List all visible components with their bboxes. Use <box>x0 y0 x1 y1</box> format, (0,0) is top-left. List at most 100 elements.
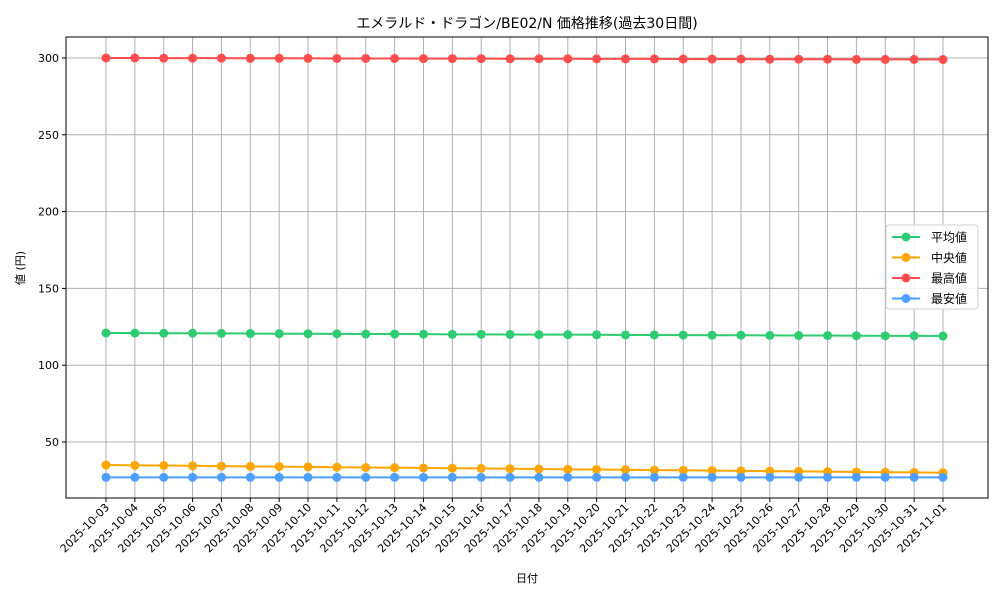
data-point <box>563 464 573 474</box>
data-point <box>274 329 284 339</box>
legend-item: 最高値 <box>892 271 967 286</box>
data-point <box>447 329 457 339</box>
data-point <box>592 54 602 64</box>
data-point <box>245 461 255 471</box>
data-point <box>794 331 804 341</box>
data-point <box>851 331 861 341</box>
data-point <box>938 472 948 482</box>
y-axis-label: 値 (円) <box>14 251 27 285</box>
data-point <box>303 53 313 63</box>
data-point <box>159 53 169 63</box>
legend-label: 最安値 <box>931 291 967 306</box>
data-point <box>418 463 428 473</box>
data-point <box>274 462 284 472</box>
data-point <box>418 472 428 482</box>
data-point <box>447 54 457 64</box>
data-point <box>130 460 140 470</box>
data-point <box>303 462 313 472</box>
data-point <box>188 472 198 482</box>
data-point <box>216 461 226 471</box>
legend-label: 平均値 <box>931 230 967 245</box>
data-point <box>678 330 688 340</box>
data-point <box>880 54 890 64</box>
data-point <box>332 329 342 339</box>
data-point <box>736 472 746 482</box>
y-axis-ticks: 50 100 150 200 250 300 <box>38 52 66 449</box>
data-point <box>101 328 111 338</box>
series-line <box>101 53 948 65</box>
data-point <box>216 328 226 338</box>
data-point <box>851 472 861 482</box>
data-point <box>361 462 371 472</box>
y-tick-label: 250 <box>38 129 59 142</box>
data-point <box>851 54 861 64</box>
legend-label: 最高値 <box>931 271 967 286</box>
data-point <box>505 54 515 64</box>
data-point <box>216 53 226 63</box>
data-point <box>765 330 775 340</box>
data-point <box>678 54 688 64</box>
data-point <box>245 329 255 339</box>
data-point <box>245 472 255 482</box>
data-point <box>563 54 573 64</box>
data-point <box>621 330 631 340</box>
data-point <box>621 54 631 64</box>
series-layer <box>101 53 948 482</box>
data-point <box>101 472 111 482</box>
data-point <box>649 465 659 475</box>
data-point <box>678 472 688 482</box>
data-point <box>418 54 428 64</box>
data-point <box>303 472 313 482</box>
legend-item: 最安値 <box>892 291 967 306</box>
data-point <box>476 54 486 64</box>
data-point <box>707 330 717 340</box>
data-point <box>101 460 111 470</box>
data-point <box>649 472 659 482</box>
data-point <box>736 466 746 476</box>
data-point <box>765 54 775 64</box>
y-tick-label: 50 <box>45 436 59 449</box>
plot-frame <box>65 36 989 499</box>
data-point <box>390 329 400 339</box>
data-point <box>880 472 890 482</box>
data-point <box>909 54 919 64</box>
data-point <box>130 328 140 338</box>
x-axis-ticks: 2025-10-032025-10-042025-10-052025-10-06… <box>58 498 949 555</box>
data-point <box>794 54 804 64</box>
data-point <box>563 472 573 482</box>
data-point <box>909 472 919 482</box>
data-point <box>188 53 198 63</box>
x-axis-label: 日付 <box>516 572 538 585</box>
data-point <box>880 331 890 341</box>
data-point <box>447 463 457 473</box>
data-point <box>476 463 486 473</box>
data-point <box>332 472 342 482</box>
data-point <box>678 465 688 475</box>
data-point <box>274 53 284 63</box>
series-line <box>101 460 948 478</box>
data-point <box>361 329 371 339</box>
data-point <box>563 330 573 340</box>
series-line <box>101 472 948 482</box>
data-point <box>765 472 775 482</box>
data-point <box>130 472 140 482</box>
data-point <box>159 472 169 482</box>
data-point <box>390 472 400 482</box>
legend-item: 平均値 <box>892 230 967 245</box>
chart-title: エメラルド・ドラゴン/BE02/N 価格推移(過去30日間) <box>356 15 697 32</box>
data-point <box>188 328 198 338</box>
data-point <box>794 472 804 482</box>
data-point <box>505 464 515 474</box>
data-point <box>823 331 833 341</box>
y-tick-label: 100 <box>38 359 59 372</box>
data-point <box>476 472 486 482</box>
data-point <box>303 329 313 339</box>
legend-label: 中央値 <box>931 250 967 265</box>
data-point <box>216 472 226 482</box>
data-point <box>592 330 602 340</box>
data-point <box>447 472 457 482</box>
data-point <box>361 472 371 482</box>
data-point <box>534 472 544 482</box>
